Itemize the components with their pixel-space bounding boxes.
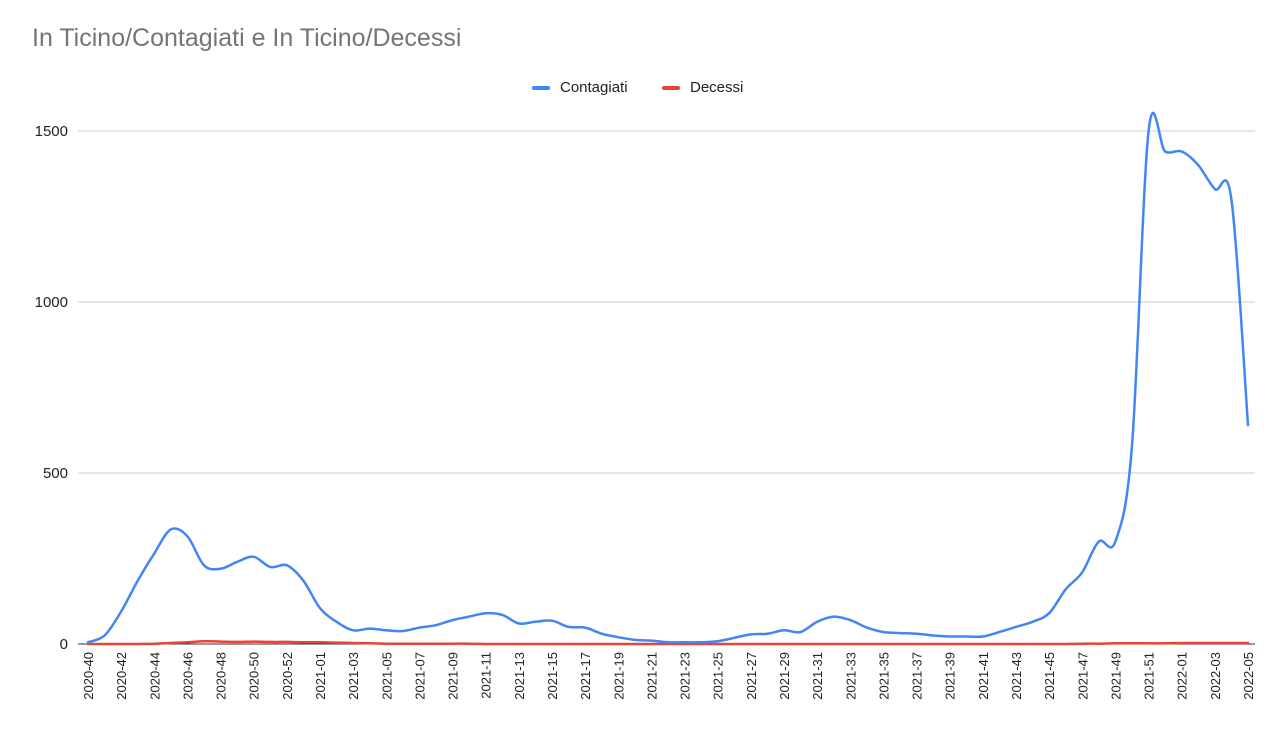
x-tick-label: 2021-11 [479, 652, 494, 699]
x-tick-label: 2020-50 [247, 652, 262, 700]
x-tick-label: 2021-47 [1075, 652, 1090, 700]
y-tick-label: 1500 [35, 123, 68, 140]
x-tick-label: 2020-40 [81, 652, 96, 700]
series-lines [86, 111, 1250, 646]
x-tick-label: 2020-42 [114, 652, 129, 700]
x-tick-label: 2020-48 [214, 652, 229, 700]
y-tick-label: 500 [43, 465, 68, 482]
legend-swatch-contagiati [532, 85, 550, 90]
x-tick-label: 2021-41 [976, 652, 991, 700]
x-tick-label: 2021-21 [644, 652, 659, 700]
x-tick-label: 2021-49 [1108, 652, 1123, 700]
x-tick-label: 2022-03 [1208, 652, 1223, 700]
legend-swatch-decessi [662, 85, 680, 90]
legend-item-decessi[interactable]: Decessi [662, 79, 743, 96]
x-tick-label: 2021-01 [313, 652, 328, 700]
x-tick-label: 2021-05 [379, 652, 394, 700]
x-tick-label: 2021-03 [346, 652, 361, 700]
x-axis-ticks: 2020-40 2020-42 2020-44 2020-46 2020-48 2020-… [81, 652, 1256, 700]
chart-title: In Ticino/Contagiati e In Ticino/Decessi [32, 24, 462, 52]
x-tick-label: 2021-29 [777, 652, 792, 700]
x-tick-label: 2020-44 [147, 652, 162, 700]
x-tick-label: 2021-39 [943, 652, 958, 700]
x-tick-label: 2021-09 [446, 652, 461, 700]
x-tick-label: 2021-45 [1042, 652, 1057, 700]
x-tick-label: 2021-13 [512, 652, 527, 700]
x-tick-label: 2021-17 [578, 652, 593, 700]
x-tick-label: 2021-43 [1009, 652, 1024, 700]
x-tick-label: 2021-31 [810, 652, 825, 700]
x-tick-label: 2022-01 [1175, 652, 1190, 700]
x-tick-label: 2021-35 [876, 652, 891, 700]
legend: Contagiati Decessi [0, 79, 1280, 99]
x-tick-label: 2021-37 [910, 652, 925, 700]
legend-label-contagiati: Contagiati [560, 79, 628, 96]
x-tick-label: 2020-46 [180, 652, 195, 700]
x-tick-label: 2021-15 [545, 652, 560, 700]
x-tick-label: 2021-25 [711, 652, 726, 700]
x-tick-label: 2020-52 [280, 652, 295, 700]
x-tick-label: 2021-51 [1142, 652, 1157, 700]
legend-label-decessi: Decessi [690, 79, 744, 96]
x-tick-label: 2021-23 [678, 652, 693, 700]
series-line-contagiati [86, 111, 1250, 644]
x-tick-label: 2021-19 [611, 652, 626, 700]
y-tick-label: 0 [60, 636, 68, 653]
y-axis-ticks: 0 500 1000 1500 [35, 123, 68, 653]
x-tick-label: 2021-27 [744, 652, 759, 700]
gridlines [78, 130, 1255, 645]
x-tick-label: 2021-33 [843, 652, 858, 700]
x-tick-label: 2021-07 [412, 652, 427, 700]
y-tick-label: 1000 [35, 294, 68, 311]
series-line-decessi [86, 639, 1250, 646]
legend-item-contagiati[interactable]: Contagiati [532, 79, 628, 96]
x-tick-label: 2022-05 [1241, 652, 1256, 700]
